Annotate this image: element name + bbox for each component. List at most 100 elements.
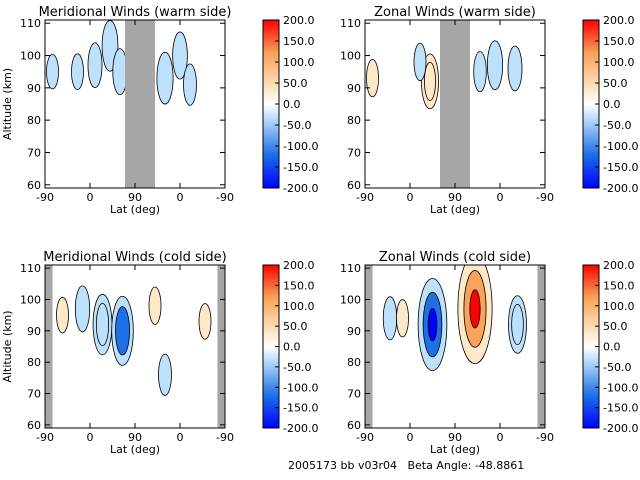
masked-region bbox=[125, 20, 155, 188]
x-tick-label: -90 bbox=[216, 431, 234, 444]
contour-feature-inner bbox=[424, 61, 436, 101]
plot-background bbox=[45, 265, 225, 428]
contour-feature bbox=[413, 42, 427, 82]
y-tick-label: 100 bbox=[340, 50, 361, 63]
x-axis-label: Lat (deg) bbox=[430, 203, 480, 216]
contour-feature-inner bbox=[95, 302, 110, 347]
x-tick-label: 0 bbox=[177, 431, 184, 444]
x-axis-label: Lat (deg) bbox=[110, 203, 160, 216]
contour-feature bbox=[46, 54, 59, 90]
y-tick-label: 110 bbox=[20, 262, 41, 275]
colorbar-tick-label: -100.0 bbox=[283, 140, 318, 153]
footer-caption: 2005173 bb v03r04 Beta Angle: -48.8861 bbox=[288, 459, 525, 472]
colorbar-tick-label: -150.0 bbox=[603, 161, 638, 174]
masked-region bbox=[440, 20, 470, 188]
colorbar-tick-label: -150.0 bbox=[603, 402, 638, 415]
masked-region bbox=[45, 265, 53, 428]
contour-feature bbox=[473, 51, 487, 93]
colorbar-tick-label: 0.0 bbox=[283, 341, 301, 354]
y-tick-label: 100 bbox=[20, 50, 41, 63]
contour-feature bbox=[71, 53, 84, 90]
masked-region bbox=[217, 265, 225, 428]
colorbar-tick-label: 150.0 bbox=[283, 279, 315, 292]
colorbar-tick-label: -50.0 bbox=[283, 119, 311, 132]
x-tick-label: 0 bbox=[497, 431, 504, 444]
colorbar-tick-label: -200.0 bbox=[603, 422, 638, 435]
y-tick-label: 100 bbox=[20, 293, 41, 306]
y-axis-label: Altitude (km) bbox=[1, 68, 14, 140]
y-tick-label: 110 bbox=[20, 17, 41, 30]
x-tick-label: -90 bbox=[536, 191, 554, 204]
colorbar-tick-label: 100.0 bbox=[603, 300, 635, 313]
colorbar-tick-label: 150.0 bbox=[603, 35, 635, 48]
contour-feature bbox=[396, 299, 409, 338]
y-tick-label: 60 bbox=[347, 419, 361, 432]
colorbar-tick-label: 0.0 bbox=[603, 98, 621, 111]
contour-feature bbox=[156, 51, 174, 105]
colorbar-tick-label: 0.0 bbox=[603, 341, 621, 354]
chart-title: Zonal Winds (cold side) bbox=[379, 250, 531, 265]
y-tick-label: 110 bbox=[340, 17, 361, 30]
colorbar-tick-label: -50.0 bbox=[283, 361, 311, 374]
y-tick-label: 70 bbox=[27, 146, 41, 159]
colorbar-tick-label: 200.0 bbox=[603, 14, 635, 27]
y-tick-label: 90 bbox=[27, 325, 41, 338]
contour-feature-core bbox=[427, 308, 438, 342]
x-tick-label: -90 bbox=[36, 191, 54, 204]
x-axis-label: Lat (deg) bbox=[430, 443, 480, 456]
y-tick-label: 80 bbox=[347, 356, 361, 369]
x-tick-label: 90 bbox=[128, 191, 142, 204]
contour-feature-inner bbox=[115, 306, 130, 356]
colorbar-tick-label: 100.0 bbox=[283, 300, 315, 313]
contour-feature bbox=[486, 40, 504, 91]
colorbar-tick-label: 50.0 bbox=[603, 320, 628, 333]
colorbar-tick-label: -200.0 bbox=[283, 182, 318, 195]
colorbar-tick-label: 200.0 bbox=[283, 259, 315, 272]
contour-feature bbox=[366, 59, 379, 98]
x-tick-label: 0 bbox=[87, 431, 94, 444]
x-tick-label: -90 bbox=[356, 191, 374, 204]
y-tick-label: 60 bbox=[27, 419, 41, 432]
contour-feature bbox=[56, 296, 69, 334]
y-tick-label: 100 bbox=[340, 293, 361, 306]
y-tick-label: 80 bbox=[27, 356, 41, 369]
x-tick-label: 0 bbox=[407, 191, 414, 204]
y-tick-label: 60 bbox=[27, 179, 41, 192]
colorbar-tick-label: 0.0 bbox=[283, 98, 301, 111]
y-tick-label: 80 bbox=[27, 114, 41, 127]
x-tick-label: -90 bbox=[36, 431, 54, 444]
masked-region bbox=[537, 265, 545, 428]
y-tick-label: 60 bbox=[347, 179, 361, 192]
colorbar-tick-label: 200.0 bbox=[603, 259, 635, 272]
x-tick-label: 0 bbox=[407, 431, 414, 444]
y-tick-label: 70 bbox=[347, 146, 361, 159]
colorbar-tick-label: 50.0 bbox=[283, 77, 308, 90]
colorbar-tick-label: -150.0 bbox=[283, 161, 318, 174]
colorbar-tick-label: 150.0 bbox=[283, 35, 315, 48]
colorbar-tick-label: 150.0 bbox=[603, 279, 635, 292]
contour-feature bbox=[172, 31, 188, 80]
colorbar-tick-label: -100.0 bbox=[603, 140, 638, 153]
y-tick-label: 110 bbox=[340, 262, 361, 275]
x-tick-label: 90 bbox=[128, 431, 142, 444]
x-tick-label: 0 bbox=[87, 191, 94, 204]
x-tick-label: -90 bbox=[216, 191, 234, 204]
x-tick-label: 90 bbox=[448, 431, 462, 444]
y-tick-label: 90 bbox=[347, 82, 361, 95]
colorbar-tick-label: 50.0 bbox=[603, 77, 628, 90]
y-tick-label: 90 bbox=[347, 325, 361, 338]
colorbar-tick-label: -200.0 bbox=[603, 182, 638, 195]
contour-feature bbox=[74, 285, 91, 333]
x-tick-label: 0 bbox=[497, 191, 504, 204]
contour-feature bbox=[148, 286, 162, 325]
x-tick-label: -90 bbox=[536, 431, 554, 444]
contour-feature-inner bbox=[511, 303, 524, 346]
plot-area bbox=[365, 20, 545, 188]
colorbar-tick-label: -100.0 bbox=[283, 381, 318, 394]
colorbar-tick-label: 50.0 bbox=[283, 320, 308, 333]
